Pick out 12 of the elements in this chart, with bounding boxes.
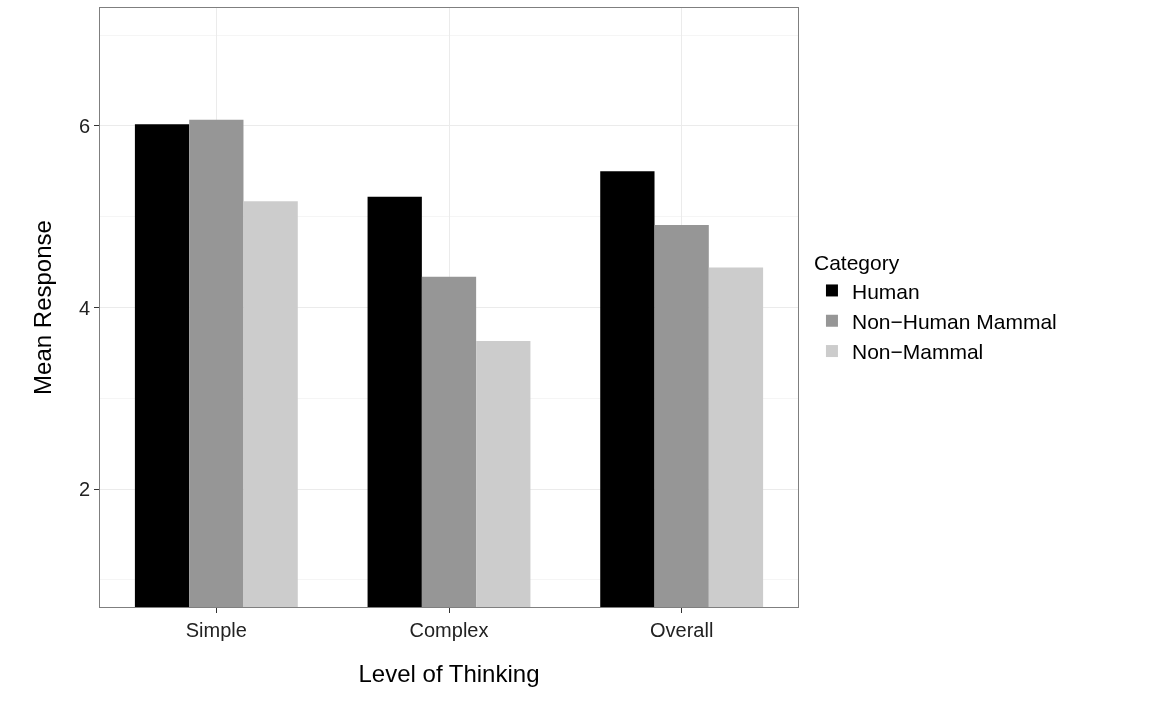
y-tick-label: 6: [78, 114, 90, 137]
legend-label: Human: [851, 279, 920, 303]
y-axis-title: Mean Response: [28, 220, 56, 395]
legend-label: Non−Human Mammal: [851, 309, 1057, 333]
x-tick-label: Complex: [409, 619, 489, 641]
legend-label: Non−Mammal: [851, 340, 984, 364]
y-tick-label: 4: [78, 296, 90, 319]
y-tick-label: 2: [78, 478, 90, 501]
x-axis-title: Level of Thinking: [358, 660, 540, 688]
legend-title: Category: [813, 251, 900, 275]
x-tick-label: Overall: [649, 619, 714, 641]
x-tick-label: Simple: [185, 619, 247, 641]
